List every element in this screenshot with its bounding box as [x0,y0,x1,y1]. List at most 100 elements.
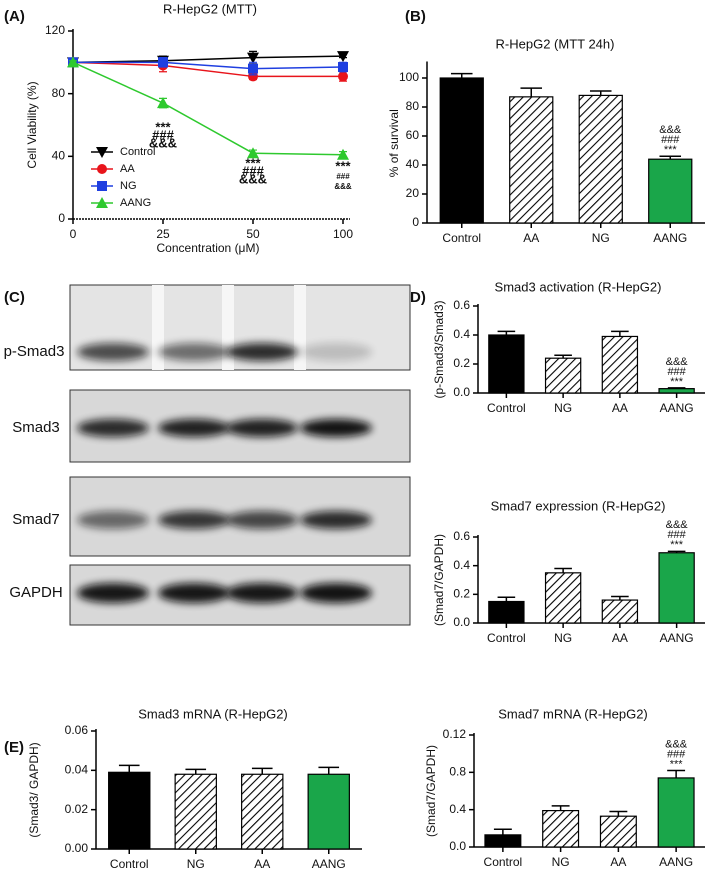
x-axis-label: Concentration (μM) [157,241,260,255]
x-tick-label: Control [487,631,526,645]
significance: *** [335,158,351,173]
x-tick-label: 100 [333,227,353,241]
error-bar [551,805,570,811]
bar [488,334,525,394]
marker [337,51,349,63]
marker [67,56,79,68]
marker [97,181,107,191]
y-axis-label: % of survival [387,109,401,177]
x-tick-label: AANG [660,401,694,415]
error-bar [667,769,686,778]
bar [658,388,695,394]
x-tick-label: AANG [659,855,693,869]
marker [158,57,168,68]
bar [439,77,484,224]
bar [648,158,693,224]
y-tick-label: 0.0 [453,615,470,629]
y-tick-label: 0.2 [453,356,470,370]
y-tick-label: 0 [58,211,65,225]
blot-gap [152,285,164,370]
x-tick-label: NG [592,231,610,245]
x-tick-label: Control [442,231,481,245]
error-bar [589,90,612,96]
y-tick-label: 0.6 [453,298,470,312]
blot-band [77,583,149,603]
marker [248,71,258,82]
significance: ### [667,529,686,541]
y-tick-label: 0.2 [453,587,470,601]
chart-title: R-HepG2 (MTT 24h) [496,36,615,51]
error-bar [118,764,140,773]
y-axis-label: Cell Viability (%) [25,81,39,168]
legend-label: Control [120,146,155,158]
x-tick-label: NG [187,857,205,871]
blot-band [300,343,372,361]
x-tick-label: Control [484,855,523,869]
x-tick-label: AA [254,857,270,871]
significance: ### [336,172,350,181]
bar [484,834,522,848]
bar [601,335,639,394]
legend-label: AANG [120,197,151,209]
significance: ### [661,134,680,146]
y-axis-label: (Smad7/GAPDH) [432,534,446,626]
marker [96,197,108,208]
significance: &&& [239,171,267,186]
bar [509,96,554,224]
blot-band [77,511,149,529]
y-tick-label: 0.06 [65,723,89,737]
panel-label: (B) [405,8,426,25]
y-tick-label: 0.12 [443,727,467,741]
y-tick-label: 0.00 [65,841,89,855]
row-label: Smad7 [12,511,60,528]
error-bar [609,810,628,817]
x-tick-label: NG [554,401,572,415]
bar [488,600,525,624]
legend-label: AA [120,163,135,175]
error-bar [497,330,516,335]
x-tick-label: 0 [70,227,77,241]
y-tick-label: 0.4 [453,558,470,572]
blot-band [158,343,230,361]
x-tick-label: 25 [156,227,170,241]
bar [544,357,582,394]
bar [174,773,217,850]
blot-band [77,419,149,437]
y-axis-label: (Smad7/GAPDH) [424,745,438,837]
series-line [72,61,343,78]
significance: &&& [666,356,689,368]
x-tick-label: AA [612,401,628,415]
significance: ### [667,748,686,760]
y-tick-label: 0.04 [65,763,89,777]
blot-band [226,583,298,603]
row-label: GAPDH [9,584,62,601]
series-line [72,55,344,64]
blot-band [158,511,230,529]
legend-label: NG [120,180,137,192]
error-bar [497,596,516,602]
x-tick-label: AANG [660,631,694,645]
blot-band [226,343,298,361]
bar [544,572,582,624]
panel-label: (A) [4,8,25,25]
significance: &&& [334,182,352,191]
y-tick-label: 120 [45,23,65,37]
significance: ### [667,366,686,378]
panel-label: (E) [4,739,24,756]
y-tick-label: 40 [406,157,420,171]
blot-band [226,511,298,529]
x-tick-label: AANG [653,231,687,245]
y-tick-label: 0.4 [449,802,466,816]
bar [108,771,151,850]
y-tick-label: 100 [399,70,419,84]
y-tick-label: 0.8 [449,765,466,779]
significance: *** [155,119,171,134]
blot-band [300,511,372,529]
blot-band [158,583,230,603]
y-tick-label: 0.02 [65,802,89,816]
blot-band [77,343,149,361]
blot-gap [294,285,306,370]
significance: *** [664,144,678,156]
bar [578,94,623,224]
blot-band [300,583,372,603]
